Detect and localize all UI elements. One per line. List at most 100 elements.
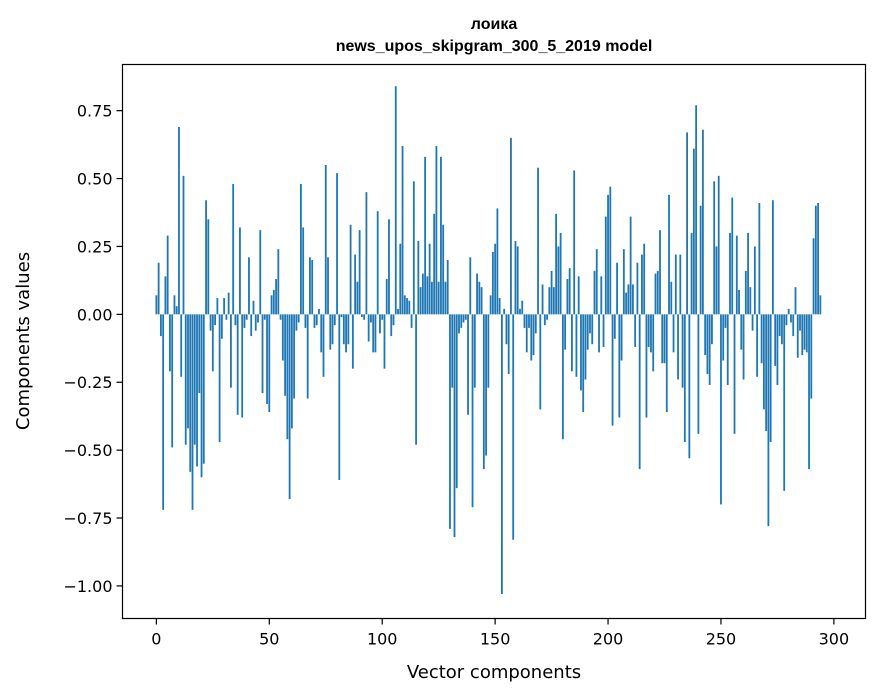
bar-133: [455, 314, 458, 489]
bar-235: [686, 132, 688, 315]
bar-120: [426, 276, 429, 315]
bar-5: [166, 235, 169, 315]
bar-38: [241, 314, 244, 418]
bar-179: [559, 232, 562, 315]
bar-52: [272, 289, 275, 315]
bar-57: [284, 314, 287, 396]
bar-191: [586, 314, 589, 350]
bar-73: [320, 314, 323, 353]
bar-171: [541, 284, 544, 315]
bar-127: [442, 224, 445, 315]
bar-102: [385, 279, 388, 315]
bar-10: [178, 126, 180, 315]
bar-220: [652, 314, 655, 372]
bar-246: [711, 314, 713, 345]
bar-197: [600, 276, 603, 315]
bar-267: [758, 203, 761, 315]
bar-227: [668, 194, 670, 315]
bar-132: [453, 314, 456, 538]
bar-264: [751, 314, 754, 331]
bar-263: [749, 287, 752, 315]
bar-12: [182, 175, 185, 315]
bar-230: [674, 254, 677, 315]
bar-107: [397, 308, 399, 315]
bar-101: [383, 314, 386, 369]
bar-124: [435, 145, 438, 315]
bar-259: [740, 314, 743, 350]
bar-39: [243, 314, 246, 328]
bar-122: [430, 281, 433, 315]
bar-286: [801, 314, 804, 356]
bar-260: [742, 314, 745, 380]
bar-190: [584, 314, 587, 380]
bar-276: [778, 314, 781, 337]
bar-112: [408, 300, 411, 315]
bar-69: [311, 260, 314, 315]
bar-70: [313, 314, 316, 328]
bar-74: [322, 314, 325, 377]
bar-151: [496, 208, 499, 315]
bar-119: [424, 156, 427, 315]
bar-221: [654, 273, 657, 315]
bar-217: [645, 314, 648, 418]
bar-262: [747, 232, 749, 315]
bar-188: [580, 314, 582, 391]
bar-28: [218, 314, 221, 442]
bar-125: [437, 281, 440, 315]
bar-265: [753, 246, 756, 315]
bar-62: [295, 314, 298, 331]
bar-108: [399, 243, 402, 315]
bar-150: [494, 243, 497, 315]
bar-219: [650, 314, 652, 353]
bar-293: [817, 203, 819, 315]
bar-278: [783, 314, 786, 491]
bar-27: [216, 298, 219, 315]
x-tick-label: 250: [706, 630, 737, 649]
bar-1: [157, 262, 160, 315]
bar-35: [234, 314, 237, 326]
bar-109: [401, 145, 404, 315]
bar-209: [627, 284, 630, 315]
y-tick-label: 0.75: [77, 102, 113, 121]
bar-282: [792, 314, 795, 337]
bar-273: [772, 200, 774, 315]
bar-162: [521, 300, 524, 315]
bar-261: [744, 270, 747, 315]
bar-274: [774, 314, 777, 366]
bar-195: [595, 249, 598, 315]
bar-243: [704, 314, 707, 356]
bar-257: [735, 235, 738, 315]
bar-200: [607, 194, 609, 315]
bar-160: [516, 246, 519, 315]
bar-287: [803, 314, 806, 350]
bar-155: [505, 314, 508, 345]
bar-250: [720, 314, 722, 505]
bar-169: [537, 167, 539, 315]
bar-245: [708, 314, 711, 385]
bar-275: [776, 314, 779, 385]
bar-184: [571, 314, 573, 372]
bar-164: [525, 314, 528, 353]
bar-0: [155, 295, 158, 315]
bar-98: [376, 211, 379, 315]
bar-154: [503, 308, 506, 315]
bar-135: [460, 314, 463, 328]
bar-165: [528, 314, 530, 328]
bar-2: [159, 314, 162, 337]
bar-229: [672, 314, 675, 353]
y-tick-label: −0.75: [63, 509, 112, 528]
bar-19: [198, 314, 201, 394]
bar-241: [699, 205, 702, 315]
bar-238: [692, 148, 695, 315]
bar-174: [548, 287, 551, 315]
bar-239: [695, 105, 698, 315]
bar-182: [566, 279, 569, 315]
bar-168: [534, 314, 537, 334]
bar-64: [300, 183, 302, 315]
bar-67: [306, 314, 309, 399]
bar-212: [634, 314, 637, 347]
bar-110: [403, 295, 406, 315]
bar-147: [487, 314, 490, 388]
bar-248: [715, 246, 718, 315]
bar-153: [501, 314, 503, 595]
